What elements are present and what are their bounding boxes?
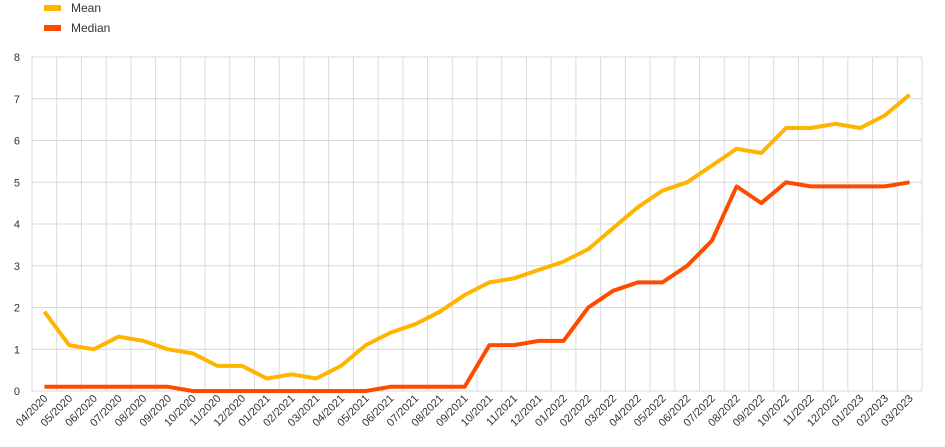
y-tick-label: 8 — [14, 52, 20, 64]
y-tick-label: 7 — [14, 94, 20, 106]
y-tick-label: 6 — [14, 136, 20, 148]
series-line-mean — [42, 93, 911, 381]
legend-swatch-median — [44, 25, 61, 31]
legend-item-median: Median — [44, 20, 110, 36]
y-tick-label: 0 — [14, 386, 20, 398]
y-axis: 0 1 2 3 4 5 6 7 8 — [14, 52, 20, 398]
legend-label-mean: Mean — [71, 1, 102, 15]
y-tick-label: 3 — [14, 261, 20, 273]
legend-item-mean: Mean — [44, 0, 101, 16]
legend-swatch-mean — [44, 5, 61, 11]
x-axis: 04/202005/202006/202007/202008/202009/20… — [14, 393, 916, 430]
grid — [31, 56, 923, 392]
y-tick-label: 4 — [14, 219, 20, 231]
series-line-median — [44, 180, 910, 393]
series-lines — [42, 93, 911, 393]
y-tick-label: 1 — [14, 344, 20, 356]
y-tick-label: 2 — [14, 303, 20, 315]
y-tick-label: 5 — [14, 177, 20, 189]
legend-label-median: Median — [71, 21, 111, 35]
